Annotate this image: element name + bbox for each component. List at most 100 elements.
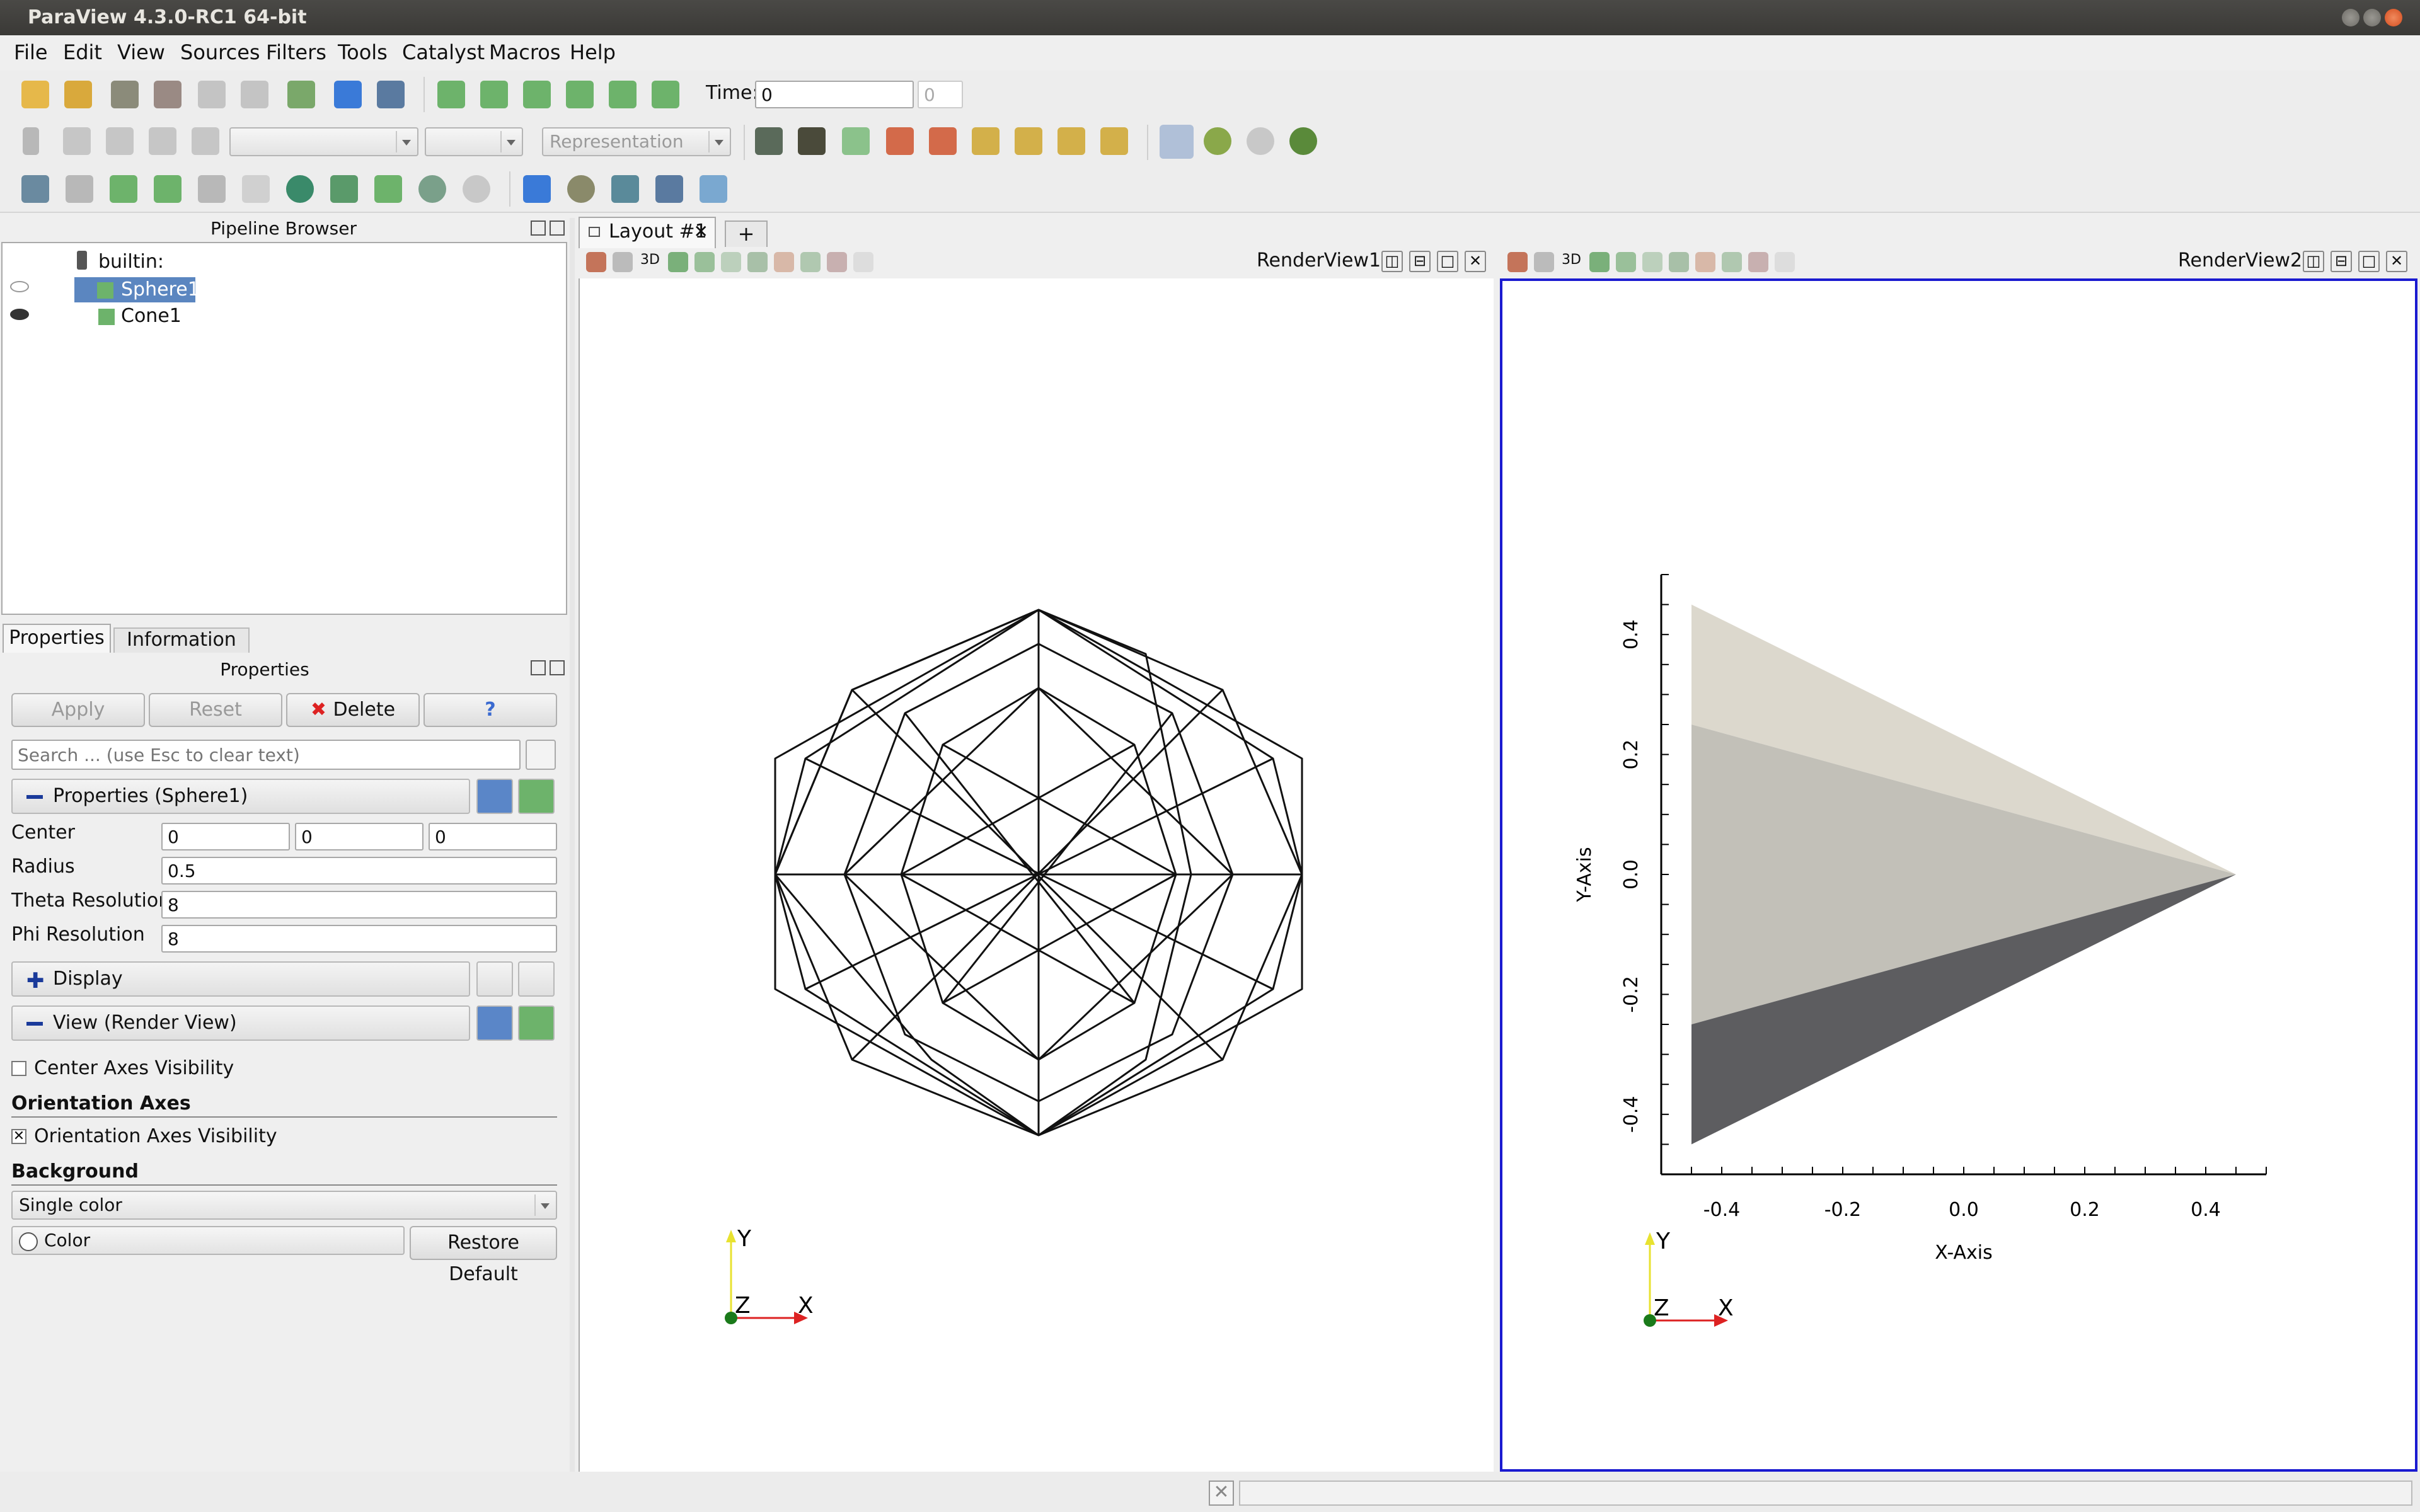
eye-icon[interactable] [10,281,29,292]
view-minus-x-icon[interactable] [929,127,957,155]
apply-button[interactable]: Apply [11,693,145,727]
interactive-select-icon[interactable] [827,252,847,272]
connect-icon[interactable] [287,81,315,108]
calculator-icon[interactable] [21,175,49,203]
reset-center-icon[interactable] [1204,127,1231,155]
select-polygon-icon[interactable] [1695,252,1715,272]
contour-icon[interactable] [66,175,93,203]
color-by-combo[interactable] [229,127,418,156]
maximize-view-icon[interactable]: □ [1437,251,1458,272]
select-points-on-icon[interactable] [694,252,715,272]
tab-information[interactable]: Information [113,627,250,653]
clear-selection-icon[interactable] [1775,252,1795,272]
pipeline-item-cone1[interactable]: Cone1 [121,305,182,327]
menu-catalyst[interactable]: Catalyst [402,40,485,64]
close-panel-icon[interactable] [550,220,565,236]
close-view-icon[interactable]: ✕ [2386,251,2407,272]
save-defaults-icon[interactable] [518,779,555,814]
select-blocks-icon[interactable] [1722,252,1742,272]
add-layout-tab[interactable]: + [725,220,768,247]
save-state-icon[interactable] [154,81,182,108]
select-polygon-icon[interactable] [774,252,794,272]
split-horizontal-icon[interactable]: ◫ [1381,251,1403,272]
renderview2[interactable]: -0.4 -0.2 0.0 0.2 0.4 0.4 0.2 0.0 -0.2 -0.4 X-Axi… [1500,278,2417,1472]
show-center-icon[interactable] [1160,125,1194,159]
play-icon[interactable] [523,81,551,108]
section-sphere-properties[interactable]: Properties (Sphere1) [11,779,470,814]
find-data-icon[interactable] [377,81,405,108]
section-view[interactable]: View (Render View) [11,1005,470,1041]
close-view-icon[interactable]: ✕ [1465,251,1486,272]
search-input[interactable] [11,740,521,770]
menu-sources[interactable]: Sources [180,40,260,64]
clip-icon[interactable] [110,175,137,203]
extract-subset-icon[interactable] [242,175,270,203]
pipeline-item-builtin[interactable]: builtin: [98,251,164,273]
split-horizontal-icon[interactable]: ◫ [2303,251,2324,272]
undock-icon[interactable] [531,220,546,236]
view-plus-x-icon[interactable] [886,127,914,155]
menu-help[interactable]: Help [570,40,616,64]
split-vertical-icon[interactable]: ⊟ [2331,251,2352,272]
maximize-view-icon[interactable]: □ [2358,251,2380,272]
center-y-input[interactable] [295,823,424,850]
radius-input[interactable] [161,857,557,885]
toggle-3d-button[interactable]: 3D [640,252,660,268]
menu-view[interactable]: View [117,40,165,64]
menu-macros[interactable]: Macros [489,40,561,64]
edit-view-icon[interactable] [1534,252,1554,272]
redo-icon[interactable] [241,81,268,108]
select-cells-on-icon[interactable] [1589,252,1610,272]
rotate-around-icon[interactable] [1289,127,1317,155]
menu-edit[interactable]: Edit [63,40,102,64]
clear-selection-icon[interactable] [853,252,873,272]
first-frame-icon[interactable] [437,81,465,108]
reload-icon[interactable] [476,961,513,997]
minimize-icon[interactable] [2342,9,2360,26]
zoom-to-box-icon[interactable] [842,127,870,155]
color-legend-icon[interactable] [23,127,39,155]
previous-frame-icon[interactable] [480,81,508,108]
eye-icon[interactable] [10,309,29,320]
menu-filters[interactable]: Filters [266,40,326,64]
interactive-select-icon[interactable] [700,175,727,203]
extract-level-icon[interactable] [463,175,490,203]
time-input[interactable] [755,81,914,108]
theta-resolution-input[interactable] [161,891,557,919]
undo-icon[interactable] [198,81,226,108]
view-minus-z-icon[interactable] [1100,127,1128,155]
open-file-icon[interactable] [21,81,49,108]
close-tab-icon[interactable]: ✕ [693,221,708,242]
reset-camera-icon[interactable] [755,127,783,155]
time-index-spinbox[interactable] [918,81,963,108]
capture-icon[interactable] [1507,252,1528,272]
select-blocks-icon[interactable] [800,252,821,272]
edit-color-map-icon[interactable] [63,127,91,155]
undock-icon[interactable] [531,660,546,675]
background-mode-select[interactable]: Single color [11,1191,557,1220]
splitter[interactable] [570,218,575,1478]
help-icon[interactable] [334,81,362,108]
select-frustum-cells-icon[interactable] [721,252,741,272]
save-defaults-icon[interactable] [518,961,555,997]
pipeline-item-sphere1[interactable]: Sphere1 [121,278,200,301]
tab-layout-1[interactable]: Layout #1 ✕ [579,217,716,248]
zoom-to-data-icon[interactable] [798,127,826,155]
orientation-axes-checkbox[interactable]: ✕ [11,1129,26,1144]
select-cells-icon[interactable] [523,175,551,203]
threshold-icon[interactable] [198,175,226,203]
renderview1[interactable]: Y Z X [579,278,1494,1472]
rescale-range-icon[interactable] [106,127,134,155]
view-plus-y-icon[interactable] [972,127,1000,155]
view-minus-y-icon[interactable] [1015,127,1042,155]
loop-icon[interactable] [652,81,679,108]
interactive-select-icon[interactable] [1748,252,1768,272]
view-plus-z-icon[interactable] [1057,127,1085,155]
close-window-icon[interactable] [2385,9,2402,26]
section-display[interactable]: ✚ Display [11,961,470,997]
stream-tracer-icon[interactable] [330,175,358,203]
help-button[interactable]: ? [424,693,557,727]
tab-properties[interactable]: Properties [3,624,111,653]
toggle-3d-button[interactable]: 3D [1562,252,1581,268]
close-panel-icon[interactable] [550,660,565,675]
